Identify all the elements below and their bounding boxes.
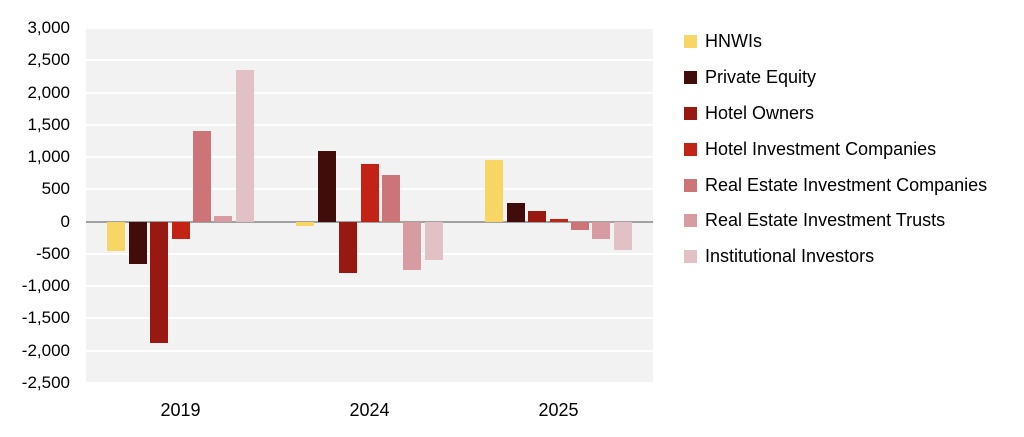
legend-swatch-icon [684, 71, 697, 85]
bar-real-estate-investment-trusts-2019 [214, 216, 233, 222]
y-tick-label: -1,000 [21, 276, 70, 296]
zero-axis-line [86, 220, 653, 223]
bar-hotel-owners-2019 [150, 221, 169, 343]
legend-item-private-equity: Private Equity [684, 60, 987, 96]
legend-item-hnwis: HNWIs [684, 24, 987, 60]
bar-private-equity-2024 [317, 150, 336, 222]
bar-real-estate-investment-companies-2019 [192, 131, 211, 222]
gridline [86, 156, 653, 159]
legend-label: Real Estate Investment Trusts [705, 210, 946, 231]
gridline [86, 28, 653, 29]
bar-hotel-owners-2024 [339, 221, 358, 274]
y-tick-label: 0 [60, 211, 70, 231]
legend-swatch-icon [684, 250, 697, 264]
x-tick-label-2025: 2025 [538, 400, 579, 420]
bar-hnwis-2019 [107, 221, 126, 251]
legend-swatch-icon [684, 35, 697, 49]
legend-item-hotel-owners: Hotel Owners [684, 96, 987, 132]
gridline [86, 252, 653, 255]
bar-real-estate-investment-companies-2024 [381, 175, 400, 222]
gridline [86, 123, 653, 126]
bar-hnwis-2024 [296, 221, 315, 227]
y-tick-label: 2,000 [27, 82, 70, 102]
bar-real-estate-investment-companies-2025 [570, 221, 589, 231]
chart-legend: HNWIs Private Equity Hotel Owners Hotel Inv… [684, 24, 987, 275]
legend-item-real-estate-investment-trusts: Real Estate Investment Trusts [684, 203, 987, 239]
plot-area [86, 28, 653, 383]
legend-swatch-icon [684, 178, 697, 192]
legend-item-institutional-investors: Institutional Investors [684, 239, 987, 275]
legend-swatch-icon [684, 214, 697, 228]
gridline [86, 285, 653, 288]
y-tick-label: -2,500 [21, 373, 70, 392]
legend-swatch-icon [684, 142, 697, 156]
y-tick-label: 1,000 [27, 147, 70, 167]
bar-hotel-investment-companies-2024 [360, 163, 379, 222]
bar-hotel-investment-companies-2025 [549, 219, 568, 222]
x-tick-label-2019: 2019 [160, 400, 201, 420]
y-tick-label: -1,500 [21, 308, 70, 328]
y-tick-label: -500 [35, 243, 70, 263]
bar-hnwis-2025 [485, 160, 504, 222]
legend-label: Hotel Owners [705, 102, 815, 123]
bar-real-estate-investment-trusts-2024 [403, 221, 422, 271]
bar-institutional-investors-2025 [613, 221, 632, 251]
gridline [86, 382, 653, 383]
bar-institutional-investors-2019 [235, 69, 254, 222]
y-tick-label: -2,000 [21, 340, 70, 360]
bar-private-equity-2025 [506, 202, 525, 222]
y-tick-label: 500 [41, 179, 70, 199]
x-tick-label-2024: 2024 [349, 400, 390, 420]
legend-label: HNWIs [705, 31, 762, 52]
gridline [86, 317, 653, 320]
legend-item-hotel-investment-companies: Hotel Investment Companies [684, 131, 987, 167]
y-tick-label: 1,500 [27, 114, 70, 134]
bar-hotel-investment-companies-2019 [171, 221, 190, 240]
gridline [86, 349, 653, 352]
legend-label: Real Estate Investment Companies [705, 174, 988, 195]
y-tick-label: 3,000 [27, 18, 70, 37]
legend-label: Private Equity [705, 67, 817, 88]
legend-item-real-estate-investment-companies: Real Estate Investment Companies [684, 167, 987, 203]
bar-institutional-investors-2024 [424, 221, 443, 260]
legend-label: Hotel Investment Companies [705, 138, 937, 159]
legend-label: Institutional Investors [705, 246, 875, 267]
bar-hotel-owners-2025 [528, 210, 547, 222]
gridline [86, 59, 653, 62]
gridline [86, 91, 653, 94]
bar-real-estate-investment-trusts-2025 [592, 221, 611, 240]
bar-private-equity-2019 [128, 221, 147, 264]
y-tick-label: 2,500 [27, 50, 70, 70]
legend-swatch-icon [684, 106, 697, 120]
